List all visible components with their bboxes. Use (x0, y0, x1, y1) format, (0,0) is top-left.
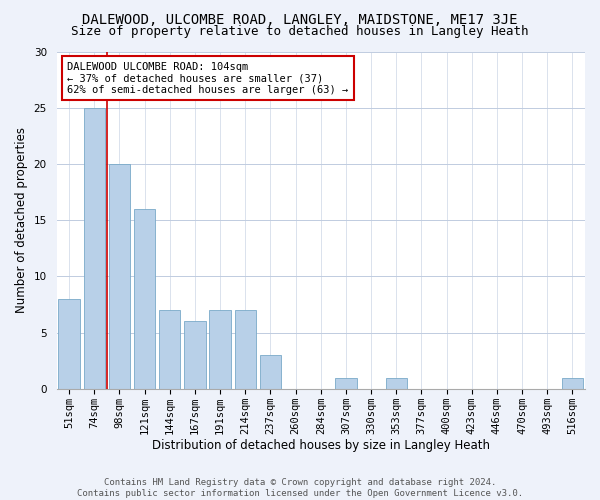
Text: Size of property relative to detached houses in Langley Heath: Size of property relative to detached ho… (71, 25, 529, 38)
Bar (58, 299, 80, 389)
Bar (235, 310, 256, 389)
Bar (386, 378, 407, 389)
Bar (83, 108, 105, 389)
Bar (184, 322, 206, 389)
Bar (109, 164, 130, 389)
Bar (335, 378, 356, 389)
Bar (209, 310, 231, 389)
X-axis label: Distribution of detached houses by size in Langley Heath: Distribution of detached houses by size … (152, 440, 490, 452)
Text: Contains HM Land Registry data © Crown copyright and database right 2024.
Contai: Contains HM Land Registry data © Crown c… (77, 478, 523, 498)
Bar (562, 378, 583, 389)
Text: DALEWOOD, ULCOMBE ROAD, LANGLEY, MAIDSTONE, ME17 3JE: DALEWOOD, ULCOMBE ROAD, LANGLEY, MAIDSTO… (82, 12, 518, 26)
Bar (134, 209, 155, 389)
Y-axis label: Number of detached properties: Number of detached properties (15, 127, 28, 313)
Bar (159, 310, 181, 389)
Text: DALEWOOD ULCOMBE ROAD: 104sqm
← 37% of detached houses are smaller (37)
62% of s: DALEWOOD ULCOMBE ROAD: 104sqm ← 37% of d… (67, 62, 349, 95)
Bar (260, 355, 281, 389)
